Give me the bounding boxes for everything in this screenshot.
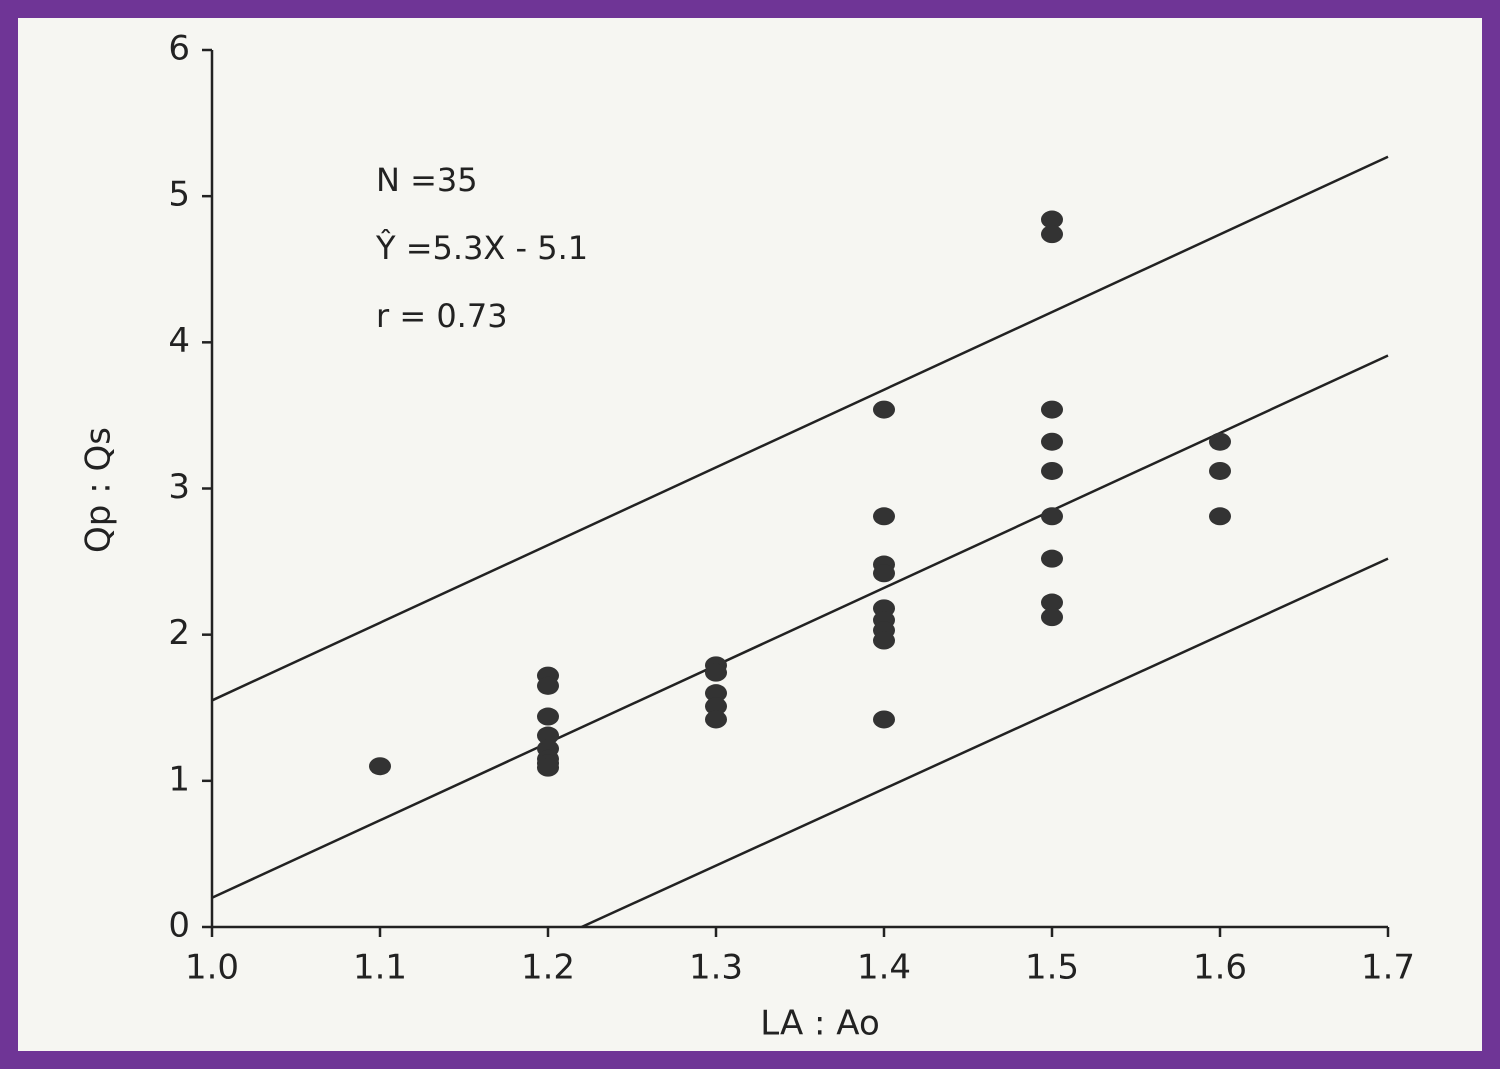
y-tick-label: 5	[168, 175, 190, 215]
x-tick-label: 1.7	[1361, 948, 1415, 988]
point	[1209, 507, 1231, 526]
point	[1209, 461, 1231, 480]
x-tick-label: 1.0	[185, 948, 239, 988]
point	[873, 507, 895, 526]
point	[1041, 210, 1063, 229]
y-tick-label: 3	[168, 467, 190, 507]
y-tick-label: 2	[168, 613, 190, 653]
x-tick-label: 1.5	[1025, 948, 1079, 988]
point	[1041, 549, 1063, 568]
x-tick-label: 1.4	[857, 948, 911, 988]
point	[537, 707, 559, 726]
x-axis-label: LA : Ao	[760, 1004, 880, 1044]
point	[873, 400, 895, 419]
point	[1209, 432, 1231, 451]
point	[1041, 593, 1063, 612]
y-tick-label: 4	[168, 321, 190, 361]
regression-line	[581, 557, 1389, 929]
annotation: r = 0.73	[376, 297, 508, 335]
x-tick-label: 1.1	[353, 948, 407, 988]
point	[1041, 507, 1063, 526]
regression-line	[211, 155, 1389, 702]
point	[369, 757, 391, 776]
y-tick-label: 1	[168, 759, 190, 799]
y-tick-label: 6	[168, 29, 190, 69]
y-tick-label: 0	[168, 906, 190, 946]
point	[1041, 225, 1063, 244]
paper	[18, 18, 1482, 1051]
x-tick-label: 1.6	[1193, 948, 1247, 988]
x-tick-label: 1.3	[689, 948, 743, 988]
annotation: Ŷ =5.3X - 5.1	[375, 229, 588, 267]
point	[1041, 400, 1063, 419]
point	[873, 710, 895, 729]
point	[705, 663, 727, 682]
point	[705, 684, 727, 703]
point	[1041, 461, 1063, 480]
annotation: N =35	[376, 161, 478, 199]
point	[1041, 608, 1063, 627]
point	[705, 710, 727, 729]
point	[537, 676, 559, 695]
point	[873, 564, 895, 583]
point	[705, 697, 727, 716]
regression-line	[211, 354, 1389, 899]
point	[537, 726, 559, 745]
point	[873, 631, 895, 650]
y-axis-label: Qp : Qs	[79, 427, 119, 553]
point	[537, 758, 559, 777]
x-tick-label: 1.2	[521, 948, 575, 988]
point	[1041, 432, 1063, 451]
